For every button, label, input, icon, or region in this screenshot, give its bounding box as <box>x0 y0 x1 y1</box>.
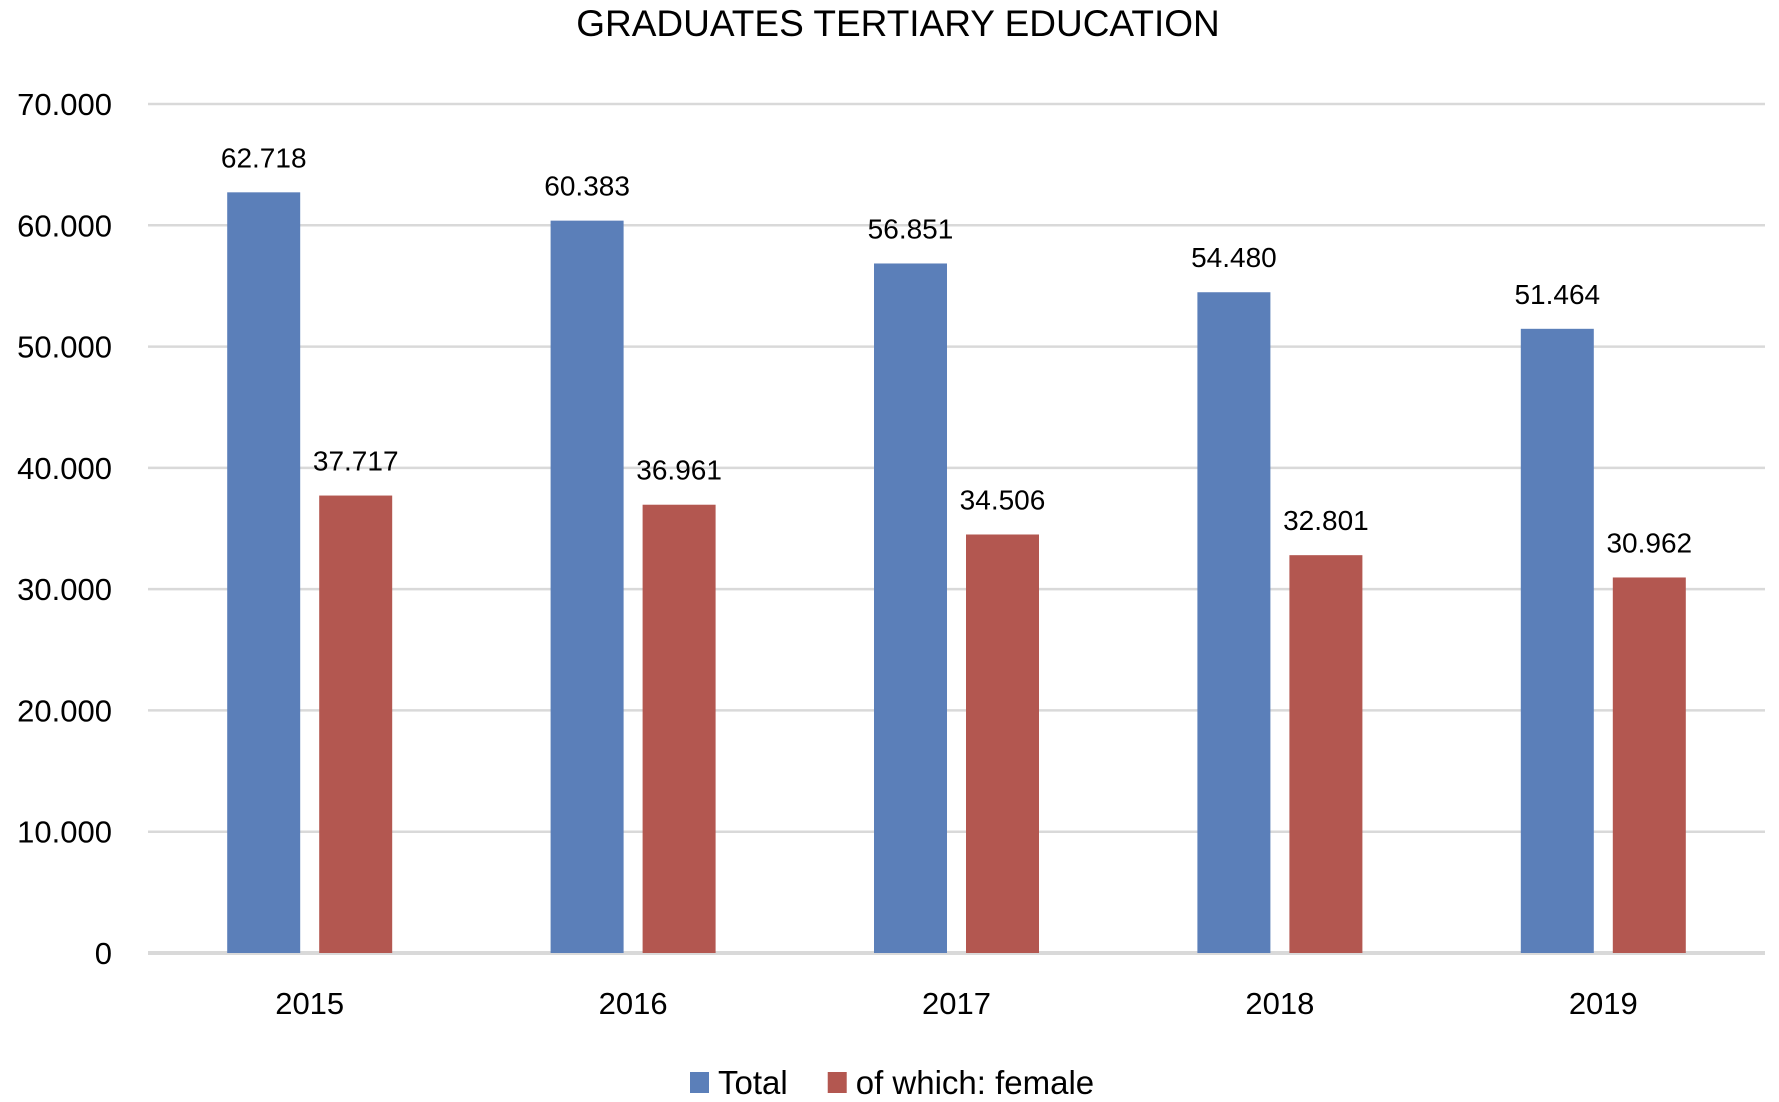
chart-title: GRADUATES TERTIARY EDUCATION <box>576 3 1220 44</box>
x-tick-label: 2019 <box>1569 986 1638 1021</box>
y-tick-label: 20.000 <box>17 693 112 728</box>
bar-total <box>1520 328 1594 953</box>
legend-label: Total <box>718 1064 788 1097</box>
bars: 62.718 37.717 60.383 36.961 56.851 34.506 54.4… <box>221 142 1692 953</box>
y-tick-label: 60.000 <box>17 208 112 243</box>
data-label: 51.464 <box>1514 279 1600 310</box>
legend-swatch-total <box>690 1072 709 1093</box>
y-tick-label: 10.000 <box>17 815 112 850</box>
y-tick-label: 70.000 <box>17 87 112 122</box>
x-tick-label: 2017 <box>922 986 991 1021</box>
bar-female <box>319 495 393 953</box>
legend-swatch-female <box>827 1072 847 1093</box>
bar-total <box>874 263 947 953</box>
data-label: 30.962 <box>1606 527 1692 558</box>
data-label: 34.506 <box>960 484 1046 515</box>
bar-total <box>1197 292 1271 953</box>
y-axis-tick-labels: 0 10.000 20.000 30.000 40.000 50.000 60.000 70.… <box>17 87 112 971</box>
data-label: 54.480 <box>1191 242 1277 273</box>
data-label: 56.851 <box>868 213 954 244</box>
x-tick-label: 2015 <box>275 986 344 1021</box>
x-tick-label: 2016 <box>599 986 668 1021</box>
data-label: 62.718 <box>221 142 307 173</box>
y-tick-label: 0 <box>95 936 112 971</box>
gridlines <box>148 102 1765 955</box>
legend: Total of which: female <box>690 1064 1094 1101</box>
bar-female <box>1612 577 1686 953</box>
legend-label: of which: female <box>856 1064 1094 1097</box>
bar-total <box>227 192 301 953</box>
data-label: 60.383 <box>544 171 630 202</box>
bar-female <box>1289 555 1363 953</box>
data-label: 32.801 <box>1283 505 1369 536</box>
bar-female <box>642 504 716 953</box>
bar-female <box>966 534 1039 953</box>
data-label: 37.717 <box>313 446 399 477</box>
y-tick-label: 40.000 <box>17 451 112 486</box>
y-tick-label: 50.000 <box>17 330 112 365</box>
data-label: 36.961 <box>636 455 722 486</box>
bar-total <box>550 220 624 953</box>
x-axis-tick-labels: 2015 2016 2017 2018 2019 <box>275 986 1638 1021</box>
y-tick-label: 30.000 <box>17 572 112 607</box>
x-tick-label: 2018 <box>1245 986 1314 1021</box>
